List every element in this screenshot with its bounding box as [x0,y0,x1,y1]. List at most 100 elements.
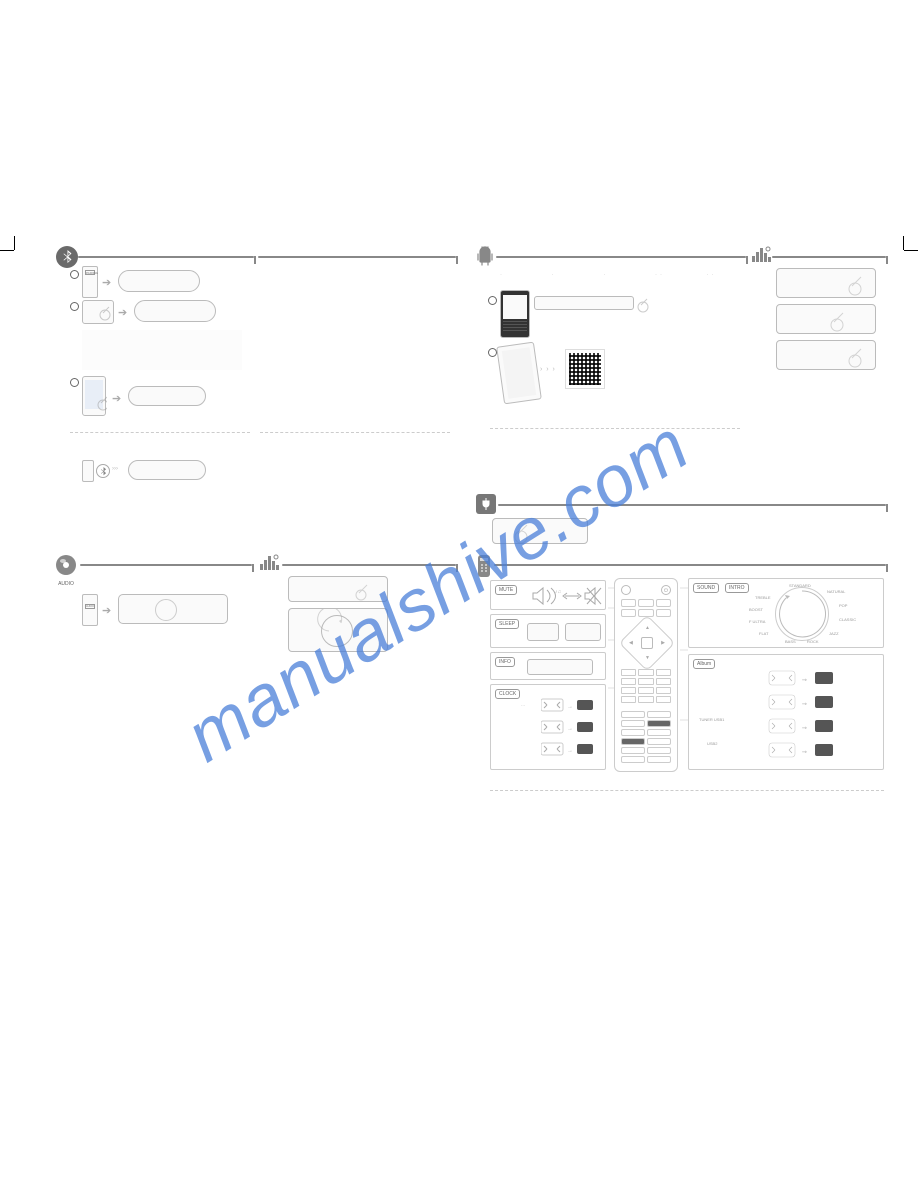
remote-diagram: ⏻ ▲ ▼ ◀ ▶ [614,578,678,772]
remote-icon [476,554,492,583]
divider-dashed [490,428,740,429]
step-bullet-1 [70,270,79,279]
plug-icon [476,494,496,514]
arrow-icon: ➔ [102,604,111,617]
arrow-icon: ➔ [118,306,127,319]
step-bullet-1 [488,296,497,305]
unit-dial-thumb [288,608,388,652]
label-sleep: SLEEP [495,619,519,629]
svg-text:→: → [801,724,808,731]
phone-thumb [82,376,106,416]
remote-thumb: AUDIO CD [82,594,98,626]
crop-mark [904,250,918,251]
label-info: INFO [495,657,515,667]
remote-button-label: AUDIO CD [85,604,95,609]
remote-button-label: PAIRING [85,270,95,275]
bluetooth-icon [56,246,78,268]
phone-store-thumb [500,290,530,338]
ring-label: BOOST [749,607,763,612]
unit-panel-thumb [492,518,588,544]
android-icon [476,246,494,264]
album-rows: → → → → [749,669,879,769]
section-rule [886,564,888,572]
phone-small-thumb [82,460,94,482]
album-row-label: USB2 [707,741,717,746]
tap-icon [636,296,654,314]
section-rule [456,564,458,572]
ref-box-info: INFO [490,652,606,680]
crop-mark [0,250,14,251]
unit-thumb [128,386,206,406]
divider-dashed [490,790,884,791]
crop-mark [14,236,15,250]
label-intro: INTRO [725,583,749,593]
arrow-icon: ➔ [102,276,111,289]
section-rule [80,564,252,566]
ref-box-mute: MUTE ♪♫ [490,580,606,610]
svg-text:→: → [801,748,808,755]
ring-label: BASS [785,639,796,644]
section-rule [496,256,746,258]
label-album: Album [693,659,715,669]
section-rule [254,256,256,264]
arrow-icon: ➔ [112,392,121,405]
ref-box-sleep: SLEEP [490,614,606,648]
label-mute: MUTE [495,585,517,595]
ring-label: POP [839,603,847,608]
manual-page: PAIRING ➔ ➔ ➔ ››› · · · · · · · [0,0,918,1188]
divider-dashed [260,432,450,433]
mute-diagram: ♪♫ [529,585,603,607]
ring-label: NATURAL [827,589,845,594]
unit-thumb [134,300,216,322]
label-clock: CLOCK [495,689,520,699]
section-rule [886,256,888,264]
touch-thumb [82,300,114,324]
search-bar-thumb [534,296,634,310]
equalizer-icon [752,246,772,269]
svg-text:→: → [801,676,808,683]
instruction-text [82,330,242,370]
unit-panel-thumb [776,304,876,334]
ring-label: CLASSIC [839,617,856,622]
step-bullet-3 [70,378,79,387]
guide-dots: · · [660,272,738,278]
unit-panel-thumb [776,268,876,298]
ring-label: F ULTRA [749,619,765,624]
section-rule [494,564,886,566]
equalizer-icon [260,554,280,577]
section-rule [252,564,254,572]
section-rule [78,256,254,258]
ref-box-album: Album → → → → TUNER USB1 USB2 [688,654,884,770]
section-rule [886,504,888,512]
ref-box-clock: CLOCK ··· → → → [490,684,606,770]
section-rule [746,256,748,264]
unit-thumb [128,460,206,480]
album-row-label: TUNER USB1 [699,717,724,722]
svg-text:♪♫: ♪♫ [555,589,561,595]
section-rule [258,256,456,258]
svg-text:→: → [567,704,573,710]
svg-text:→: → [801,700,808,707]
remote-thumb: PAIRING [82,266,98,298]
unit-panel-thumb [288,576,388,602]
divider-dashed [70,432,250,433]
ring-label: FLAT [759,631,768,636]
label-sound: SOUND [693,583,719,593]
svg-text:→: → [567,726,573,732]
section-rule [498,504,886,506]
ring-label: TREBLE [755,595,771,600]
unit-cd-thumb [118,594,228,624]
section-rule [282,564,456,566]
ring-label: JAZZ [829,631,839,636]
ring-label: ROCK [807,639,819,644]
unit-thumb [118,270,200,292]
qr-code [566,350,604,388]
signal-icon: › › › [540,366,556,373]
unit-panel-thumb [776,340,876,370]
disc-icon-label: AUDIO [54,581,78,587]
signal-icon: ››› [112,466,118,472]
ring-label: STANDARD [789,583,811,588]
section-rule [456,256,458,264]
disc-icon: AUDIO [54,554,78,587]
section-rule [772,256,886,258]
